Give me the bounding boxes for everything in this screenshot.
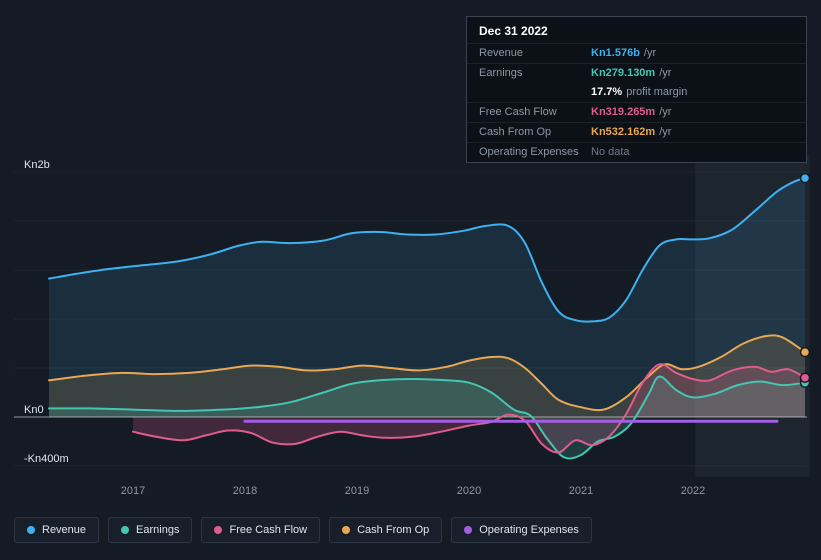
legend-label: Earnings (136, 524, 180, 536)
series-endpoint-cash-from-op (799, 346, 811, 358)
tooltip-label: Earnings (479, 67, 523, 79)
tooltip-value: Kn532.162m (591, 126, 656, 138)
tooltip-label: Cash From Op (479, 126, 552, 138)
x-tick-label: 2017 (120, 485, 146, 497)
x-tick-label: 2022 (680, 485, 706, 497)
y-tick-label: Kn2b (24, 159, 50, 171)
x-tick-label: 2018 (232, 485, 258, 497)
y-tick-label: -Kn400m (24, 453, 69, 465)
tooltip-label: Free Cash Flow (479, 106, 557, 118)
tooltip-value: Kn279.130m (591, 67, 656, 79)
tooltip-row-operating-expenses: Operating Expenses No data (467, 142, 806, 162)
series-area-earnings (49, 376, 805, 459)
tooltip-value: No data (591, 146, 630, 158)
legend-label: Operating Expenses (479, 524, 579, 536)
x-tick-label: 2021 (568, 485, 594, 497)
legend-item-revenue[interactable]: Revenue (14, 517, 100, 543)
tooltip-row-free-cash-flow: Free Cash Flow Kn319.265m /yr (467, 102, 806, 122)
series-line-cash-from-op (48, 334, 806, 412)
operating-expenses-dot-icon (464, 526, 473, 534)
series-line-earnings (48, 375, 806, 460)
series-endpoint-free-cash-flow (799, 372, 811, 384)
series-line-free-cash-flow (132, 363, 806, 454)
highlight-band (695, 155, 810, 477)
tooltip-row-profit-margin: 17.7% profit margin (467, 83, 806, 102)
tooltip-date: Dec 31 2022 (479, 24, 548, 38)
series-endpoint-revenue (799, 172, 811, 184)
legend-item-operating-expenses[interactable]: Operating Expenses (451, 517, 592, 543)
tooltip-suffix: profit margin (626, 86, 688, 98)
tooltip-suffix: /yr (659, 67, 672, 79)
y-tick-label: Kn0 (24, 404, 44, 416)
tooltip-label: Revenue (479, 47, 524, 59)
x-tick-label: 2020 (456, 485, 482, 497)
legend-item-free-cash-flow[interactable]: Free Cash Flow (201, 517, 321, 543)
earnings-dot-icon (121, 526, 130, 534)
free-cash-flow-dot-icon (214, 526, 223, 534)
series-area-free-cash-flow (133, 364, 805, 453)
tooltip-suffix: /yr (659, 126, 672, 138)
series-line-revenue (48, 177, 806, 323)
series-area-cash-from-op (49, 335, 805, 417)
series-area-revenue (49, 178, 805, 417)
tooltip-label: Operating Expenses (479, 146, 579, 158)
tooltip-value: Kn1.576b (591, 47, 640, 59)
legend-label: Free Cash Flow (229, 524, 308, 536)
data-tooltip: Dec 31 2022 Revenue Kn1.576b /yr Earning… (466, 16, 807, 163)
tooltip-row-revenue: Revenue Kn1.576b /yr (467, 43, 806, 63)
tooltip-row-earnings: Earnings Kn279.130m /yr (467, 63, 806, 83)
tooltip-row-cash-from-op: Cash From Op Kn532.162m /yr (467, 122, 806, 142)
legend: Revenue Earnings Free Cash Flow Cash Fro… (14, 517, 592, 543)
legend-label: Revenue (42, 524, 87, 536)
legend-item-earnings[interactable]: Earnings (108, 517, 193, 543)
tooltip-value: 17.7% (591, 86, 623, 98)
legend-item-cash-from-op[interactable]: Cash From Op (329, 517, 443, 543)
legend-label: Cash From Op (357, 524, 430, 536)
revenue-dot-icon (27, 526, 35, 534)
chart-canvas[interactable] (0, 150, 821, 495)
cash-from-op-dot-icon (342, 526, 351, 534)
tooltip-value: Kn319.265m (591, 106, 656, 118)
tooltip-suffix: /yr (659, 106, 672, 118)
x-tick-label: 2019 (344, 485, 370, 497)
tooltip-suffix: /yr (643, 47, 657, 59)
